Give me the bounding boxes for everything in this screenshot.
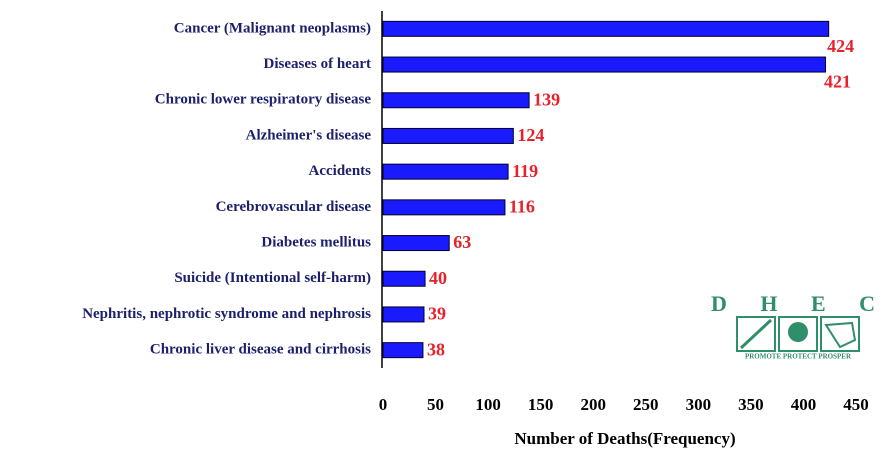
category-label: Alzheimer's disease <box>246 127 372 143</box>
logo-box <box>820 316 860 352</box>
category-label: Cerebrovascular disease <box>216 199 372 215</box>
value-label: 38 <box>427 339 445 359</box>
bar <box>382 92 530 109</box>
logo-state <box>824 321 857 349</box>
category-label: Diseases of heart <box>264 56 371 72</box>
x-tick-label: 150 <box>528 395 554 414</box>
category-label: Suicide (Intentional self-harm) <box>174 270 371 286</box>
x-tick-label: 400 <box>791 395 817 414</box>
bar <box>382 306 425 323</box>
x-tick-label: 300 <box>686 395 712 414</box>
bar <box>382 235 450 252</box>
value-label: 124 <box>517 125 544 145</box>
logo-tree <box>788 322 808 342</box>
bar <box>382 127 514 144</box>
bar <box>382 199 506 216</box>
value-label: 421 <box>824 72 851 92</box>
category-label: Accidents <box>309 163 372 179</box>
x-tick-label: 50 <box>427 395 444 414</box>
value-label: 424 <box>827 36 854 56</box>
value-label: 119 <box>512 161 538 181</box>
value-label: 63 <box>453 232 471 252</box>
x-tick-label: 200 <box>580 395 606 414</box>
logo-box <box>778 316 818 352</box>
category-label: Diabetes mellitus <box>261 234 371 250</box>
value-label: 40 <box>429 268 447 288</box>
bar <box>382 56 827 73</box>
logo: D H E C PROMOTE PROTECT PROSPER <box>711 291 885 361</box>
value-label: 39 <box>428 304 446 324</box>
category-label: Chronic lower respiratory disease <box>155 92 372 108</box>
x-tick-label: 100 <box>475 395 501 414</box>
x-axis-title: Number of Deaths(Frequency) <box>514 429 735 448</box>
x-tick-label: 450 <box>843 395 869 414</box>
bar <box>382 270 426 287</box>
bar <box>382 20 830 37</box>
logo-tagline: PROMOTE PROTECT PROSPER <box>745 353 852 361</box>
x-tick-label: 0 <box>379 395 388 414</box>
value-label: 139 <box>533 89 560 109</box>
logo-staff <box>739 318 773 350</box>
category-label: Nephritis, nephrotic syndrome and nephro… <box>82 306 371 322</box>
value-label: 116 <box>509 196 535 216</box>
category-label: Chronic liver disease and cirrhosis <box>150 342 371 358</box>
bar <box>382 342 424 359</box>
logo-letters: D H E C <box>711 291 885 316</box>
category-label: Cancer (Malignant neoplasms) <box>174 20 371 36</box>
x-tick-label: 350 <box>738 395 764 414</box>
bar <box>382 163 509 180</box>
logo-box <box>736 316 776 352</box>
x-tick-label: 250 <box>633 395 659 414</box>
